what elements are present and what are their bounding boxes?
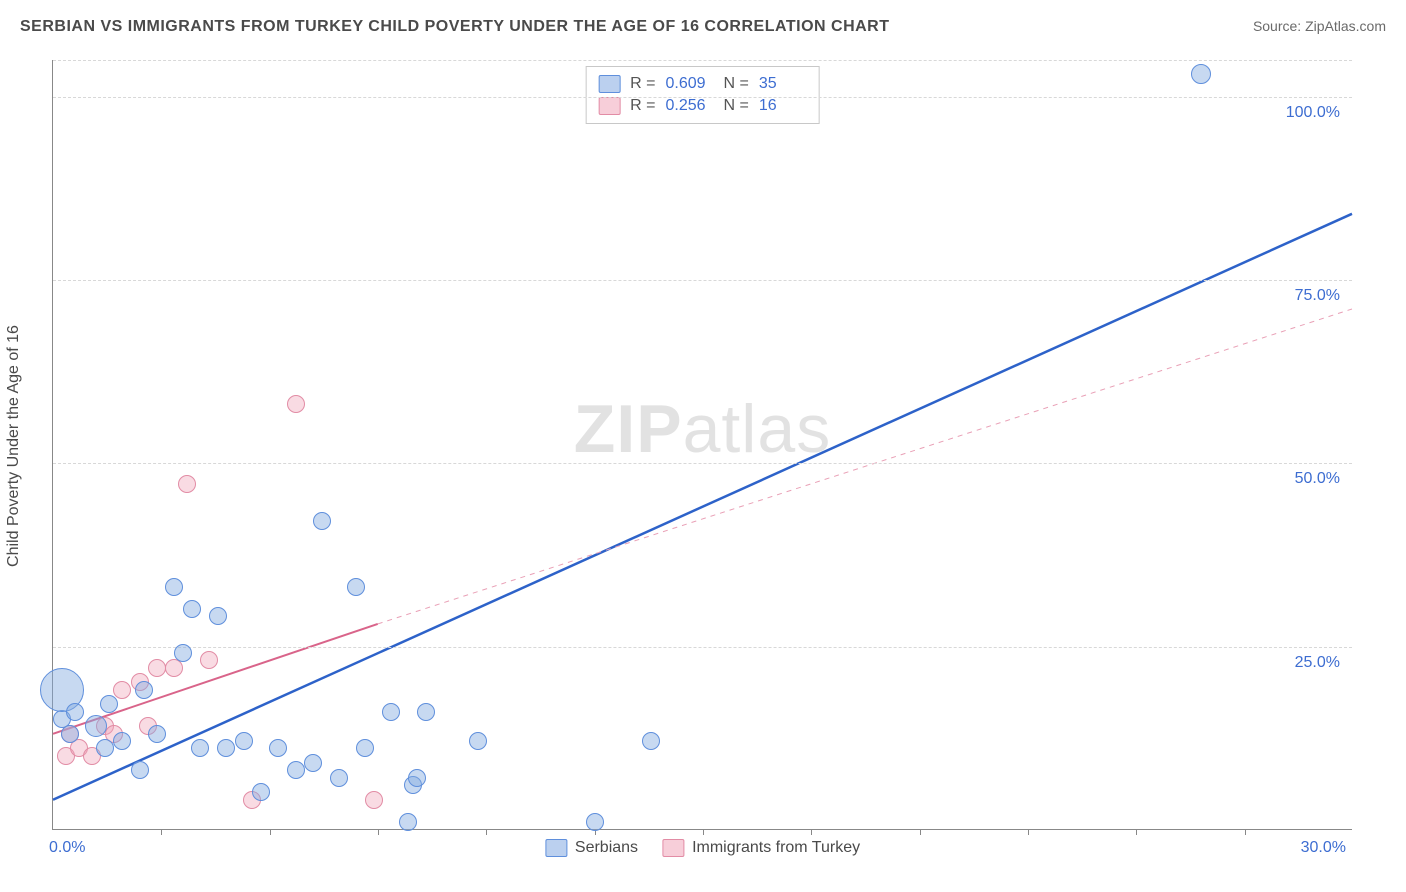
x-tick	[378, 829, 379, 835]
scatter-point-pink	[178, 475, 196, 493]
scatter-point-blue	[66, 703, 84, 721]
scatter-point-blue	[586, 813, 604, 831]
scatter-point-blue	[191, 739, 209, 757]
scatter-point-blue	[85, 715, 107, 737]
scatter-point-blue	[1191, 64, 1211, 84]
scatter-point-pink	[200, 651, 218, 669]
n-label: N =	[724, 97, 749, 115]
watermark-bold: ZIP	[574, 391, 683, 467]
trend-line-blue	[53, 214, 1352, 800]
scatter-point-blue	[408, 769, 426, 787]
watermark: ZIPatlas	[574, 390, 831, 468]
scatter-point-blue	[135, 681, 153, 699]
r-label: R =	[630, 75, 655, 93]
gridline-h	[53, 97, 1352, 98]
x-tick	[161, 829, 162, 835]
legend-swatch-blue	[598, 75, 620, 93]
n-value: 16	[759, 97, 807, 115]
legend-item-blue: Serbians	[545, 839, 638, 857]
scatter-point-blue	[287, 761, 305, 779]
x-tick	[920, 829, 921, 835]
scatter-point-blue	[642, 732, 660, 750]
x-tick	[703, 829, 704, 835]
legend-label: Immigrants from Turkey	[692, 839, 860, 857]
trend-line-pink_dash	[378, 309, 1352, 624]
scatter-point-blue	[313, 512, 331, 530]
scatter-point-blue	[209, 607, 227, 625]
scatter-point-blue	[304, 754, 322, 772]
y-tick-label: 50.0%	[1295, 470, 1340, 488]
scatter-point-blue	[382, 703, 400, 721]
x-tick	[270, 829, 271, 835]
scatter-point-blue	[330, 769, 348, 787]
chart-plot-area: ZIPatlas R =0.609N =35R =0.256N =16 Serb…	[52, 60, 1352, 830]
scatter-point-blue	[252, 783, 270, 801]
x-tick	[811, 829, 812, 835]
legend-series: Serbians Immigrants from Turkey	[545, 839, 860, 857]
gridline-h	[53, 60, 1352, 61]
chart-title: SERBIAN VS IMMIGRANTS FROM TURKEY CHILD …	[20, 18, 890, 36]
scatter-point-blue	[183, 600, 201, 618]
legend-stat-row: R = 0.256 N = 16	[598, 95, 807, 117]
n-label: N =	[724, 75, 749, 93]
scatter-point-blue	[399, 813, 417, 831]
x-tick	[1245, 829, 1246, 835]
scatter-point-blue	[96, 739, 114, 757]
y-tick-label: 100.0%	[1286, 104, 1340, 122]
scatter-point-blue	[347, 578, 365, 596]
y-axis-label: Child Poverty Under the Age of 16	[5, 325, 23, 567]
scatter-point-blue	[217, 739, 235, 757]
source-label: Source: ZipAtlas.com	[1253, 18, 1386, 34]
scatter-point-blue	[235, 732, 253, 750]
scatter-point-pink	[113, 681, 131, 699]
r-label: R =	[630, 97, 655, 115]
scatter-point-blue	[269, 739, 287, 757]
legend-swatch-pink	[662, 839, 684, 857]
x-axis-max-label: 30.0%	[1301, 839, 1346, 857]
legend-stats: R = 0.609 N = 35 R = 0.256 N = 16	[585, 66, 820, 124]
scatter-point-blue	[61, 725, 79, 743]
gridline-h	[53, 647, 1352, 648]
x-tick	[1028, 829, 1029, 835]
r-value: 0.256	[666, 97, 714, 115]
scatter-point-blue	[113, 732, 131, 750]
y-tick-label: 75.0%	[1295, 287, 1340, 305]
legend-stat-row: R = 0.609 N = 35	[598, 73, 807, 95]
trend-lines-layer	[53, 60, 1352, 829]
x-tick	[486, 829, 487, 835]
x-axis-min-label: 0.0%	[49, 839, 85, 857]
y-tick-label: 25.0%	[1295, 654, 1340, 672]
scatter-point-pink	[365, 791, 383, 809]
scatter-point-blue	[100, 695, 118, 713]
scatter-point-blue	[148, 725, 166, 743]
scatter-point-blue	[131, 761, 149, 779]
legend-swatch-blue	[545, 839, 567, 857]
legend-label: Serbians	[575, 839, 638, 857]
r-value: 0.609	[666, 75, 714, 93]
scatter-point-blue	[417, 703, 435, 721]
scatter-point-blue	[165, 578, 183, 596]
watermark-rest: atlas	[683, 391, 832, 467]
scatter-point-blue	[469, 732, 487, 750]
gridline-h	[53, 280, 1352, 281]
legend-item-pink: Immigrants from Turkey	[662, 839, 860, 857]
scatter-point-blue	[174, 644, 192, 662]
scatter-point-pink	[287, 395, 305, 413]
scatter-point-pink	[148, 659, 166, 677]
legend-swatch-pink	[598, 97, 620, 115]
scatter-point-blue	[356, 739, 374, 757]
x-tick	[1136, 829, 1137, 835]
n-value: 35	[759, 75, 807, 93]
gridline-h	[53, 463, 1352, 464]
